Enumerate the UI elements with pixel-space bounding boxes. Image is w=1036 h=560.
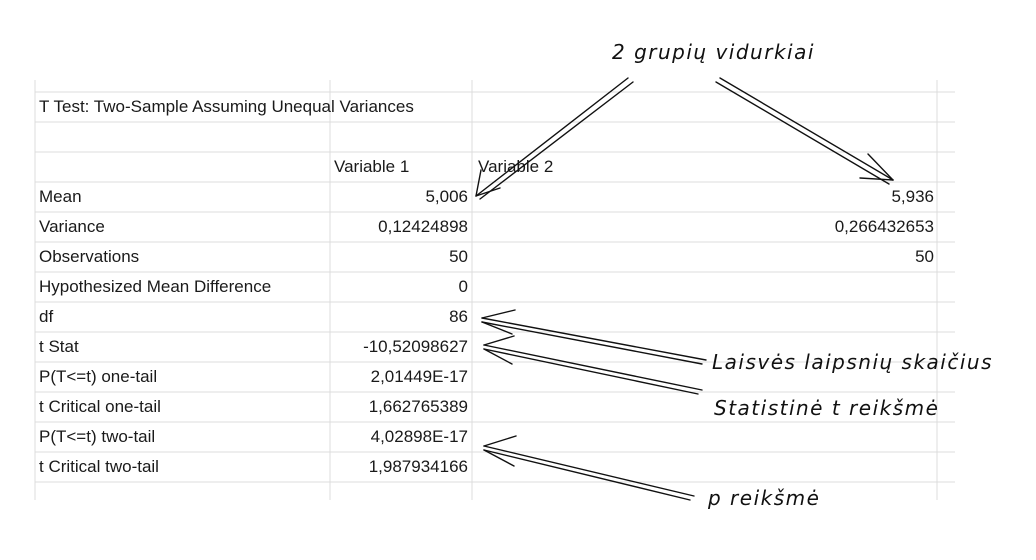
arrow-to-mean-2 — [715, 77, 894, 185]
row-label: P(T<=t) one-tail — [39, 367, 158, 386]
row-value-1: 0 — [458, 277, 468, 296]
row-value-1: 2,01449E-17 — [370, 367, 468, 386]
row-value-1: 50 — [449, 247, 468, 266]
arrow-to-p-value — [483, 435, 695, 501]
row-label: t Critical two-tail — [39, 457, 159, 476]
annotation-means: 2 grupių vidurkiai — [612, 40, 815, 64]
row-label: Observations — [39, 247, 140, 266]
arrow-to-mean-1 — [475, 77, 634, 200]
annotation-tstat: Statistinė t reikšmė — [714, 396, 940, 420]
row-label: P(T<=t) two-tail — [39, 427, 156, 446]
row-value-1: 4,02898E-17 — [370, 427, 468, 446]
row-value-1: 5,006 — [425, 187, 468, 206]
row-value-2: 0,266432653 — [834, 217, 934, 236]
row-value-1: 86 — [449, 307, 468, 326]
row-label: Variance — [39, 217, 105, 236]
table-title: T Test: Two-Sample Assuming Unequal Vari… — [39, 97, 414, 116]
arrow-to-df — [481, 309, 707, 365]
row-label: Hypothesized Mean Difference — [39, 277, 272, 296]
row-value-2: 50 — [915, 247, 934, 266]
arrow-to-tstat — [483, 335, 703, 395]
header-variable-2: Variable 2 — [478, 157, 554, 176]
annotation-p-value: p reikšmė — [708, 486, 821, 510]
row-value-1: -10,52098627 — [363, 337, 468, 356]
annotation-df: Laisvės laipsnių skaičius — [712, 350, 994, 374]
row-label: t Stat — [39, 337, 79, 356]
row-value-1: 1,662765389 — [368, 397, 468, 416]
row-value-2: 5,936 — [891, 187, 934, 206]
row-label: Mean — [39, 187, 82, 206]
row-label: t Critical one-tail — [39, 397, 161, 416]
row-value-1: 1,987934166 — [368, 457, 468, 476]
header-variable-1: Variable 1 — [334, 157, 410, 176]
row-value-1: 0,12424898 — [378, 217, 468, 236]
row-label: df — [39, 307, 54, 326]
